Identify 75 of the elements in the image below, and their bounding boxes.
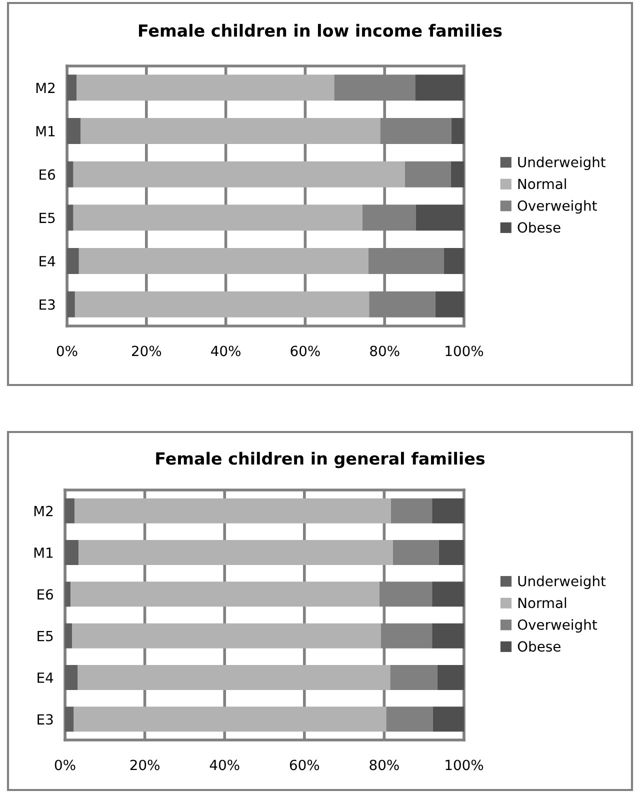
bar — [450, 161, 464, 188]
bar — [78, 540, 393, 565]
x-tick-label: 60% — [290, 760, 320, 770]
legend-label: Underweight — [518, 156, 606, 170]
x-tick-label: 80% — [370, 760, 399, 770]
bar — [65, 623, 72, 648]
bar — [444, 248, 464, 274]
bar — [451, 118, 464, 144]
bar — [65, 706, 74, 732]
bar — [65, 665, 78, 690]
bar — [416, 204, 464, 231]
bar — [386, 706, 433, 732]
bar — [78, 248, 368, 274]
legend-label: Overweight — [518, 200, 597, 214]
y-tick-label: M2 — [34, 506, 52, 516]
bar — [390, 498, 432, 524]
bar — [432, 582, 464, 607]
y-tick-label: E3 — [38, 714, 53, 725]
y-tick-label: M1 — [36, 126, 55, 136]
legend-label: Obese — [518, 222, 560, 233]
y-tick-label: E5 — [40, 212, 55, 224]
x-tick-label: 40% — [210, 760, 240, 770]
bar — [67, 204, 74, 231]
bar — [392, 540, 439, 565]
bar — [435, 291, 464, 318]
bar — [67, 74, 77, 101]
bar — [438, 540, 464, 565]
bar — [67, 291, 75, 318]
chart-title: Female children in low income families — [138, 24, 502, 37]
y-tick-label: E4 — [40, 256, 56, 266]
bar — [404, 161, 451, 188]
x-tick-label: 60% — [290, 346, 320, 356]
bar — [390, 665, 438, 690]
bar — [76, 74, 334, 101]
bar — [432, 498, 464, 524]
y-tick-label: E3 — [40, 299, 55, 310]
bar — [432, 623, 464, 648]
legend-label: Underweight — [518, 576, 606, 590]
legend-label: Normal — [518, 178, 566, 190]
chart-title: Female children in general families — [156, 452, 485, 468]
bar — [78, 665, 390, 690]
bar — [80, 118, 380, 144]
bar — [73, 204, 362, 231]
x-tick-label: 20% — [132, 346, 162, 356]
bar — [67, 161, 74, 188]
y-tick-label: M2 — [36, 82, 54, 93]
bar — [74, 291, 370, 318]
bar — [67, 118, 80, 144]
x-tick-label: 80% — [370, 346, 400, 356]
legend-label: Overweight — [518, 619, 598, 633]
x-tick-label: 100% — [446, 760, 484, 770]
x-tick-label: 0% — [54, 760, 76, 770]
legend-label: Normal — [518, 597, 566, 608]
y-tick-label: E4 — [38, 672, 54, 683]
bar — [415, 74, 464, 101]
bar — [70, 582, 380, 607]
bar — [65, 582, 71, 607]
bar — [67, 248, 79, 274]
y-tick-label: E6 — [40, 169, 56, 180]
y-tick-label: E5 — [38, 630, 53, 642]
x-tick-label: 100% — [446, 346, 484, 356]
bar — [65, 498, 75, 524]
bar — [437, 665, 464, 690]
bar — [72, 623, 382, 648]
x-tick-label: 40% — [211, 346, 240, 356]
y-tick-label: M1 — [34, 548, 53, 558]
bar — [74, 706, 386, 732]
bar — [73, 161, 405, 188]
x-tick-label: 0% — [56, 346, 78, 356]
bar — [65, 540, 79, 565]
y-tick-label: E6 — [38, 589, 54, 600]
legend-label: Obese — [518, 640, 560, 652]
x-tick-label: 20% — [130, 760, 160, 770]
bar — [432, 706, 464, 732]
bar — [74, 498, 391, 524]
